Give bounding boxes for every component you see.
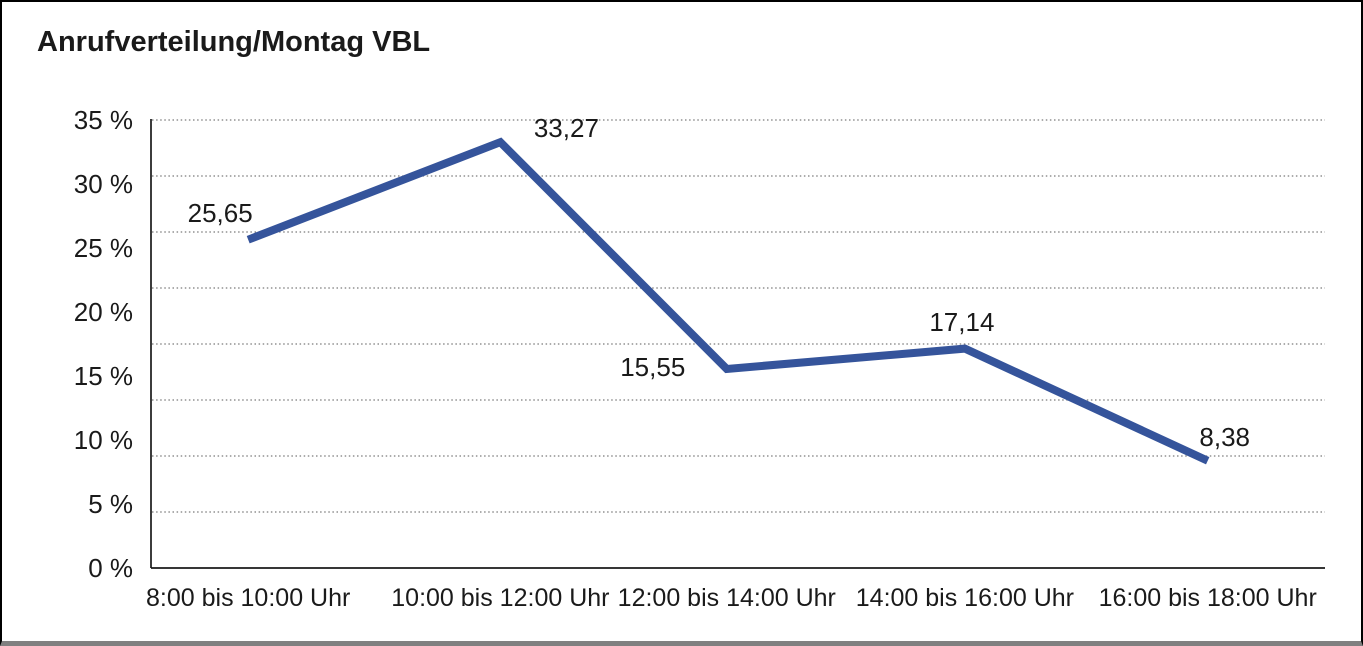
data-point-label: 8,38 xyxy=(1199,421,1250,452)
x-axis-category-label: 16:00 bis 18:00 Uhr xyxy=(1098,584,1317,612)
data-point-label: 33,27 xyxy=(533,113,599,144)
y-axis-tick-label: 20 % xyxy=(73,297,133,327)
x-axis-category-label: 12:00 bis 14:00 Uhr xyxy=(617,584,836,612)
y-axis-tick-label: 15 % xyxy=(73,361,133,391)
y-axis-tick-label: 0 % xyxy=(88,553,133,583)
y-axis-tick-label: 25 % xyxy=(73,233,133,263)
x-axis-category-label: 14:00 bis 16:00 Uhr xyxy=(855,584,1074,612)
data-line-series xyxy=(246,137,1210,465)
y-axis-tick-label: 35 % xyxy=(73,105,133,135)
data-point-label: 15,55 xyxy=(620,351,686,382)
y-axis-tick-label: 30 % xyxy=(73,169,133,199)
y-axis-tick-label: 10 % xyxy=(73,425,133,455)
data-point-label: 17,14 xyxy=(929,306,995,337)
x-axis-category-label: 10:00 bis 12:00 Uhr xyxy=(391,584,610,612)
data-point-label: 25,65 xyxy=(187,197,253,228)
y-axis-tick-label: 5 % xyxy=(88,489,133,519)
x-axis-category-label: 8:00 bis 10:00 Uhr xyxy=(146,584,351,612)
chart-title: Anrufverteilung/Montag VBL xyxy=(37,26,431,58)
